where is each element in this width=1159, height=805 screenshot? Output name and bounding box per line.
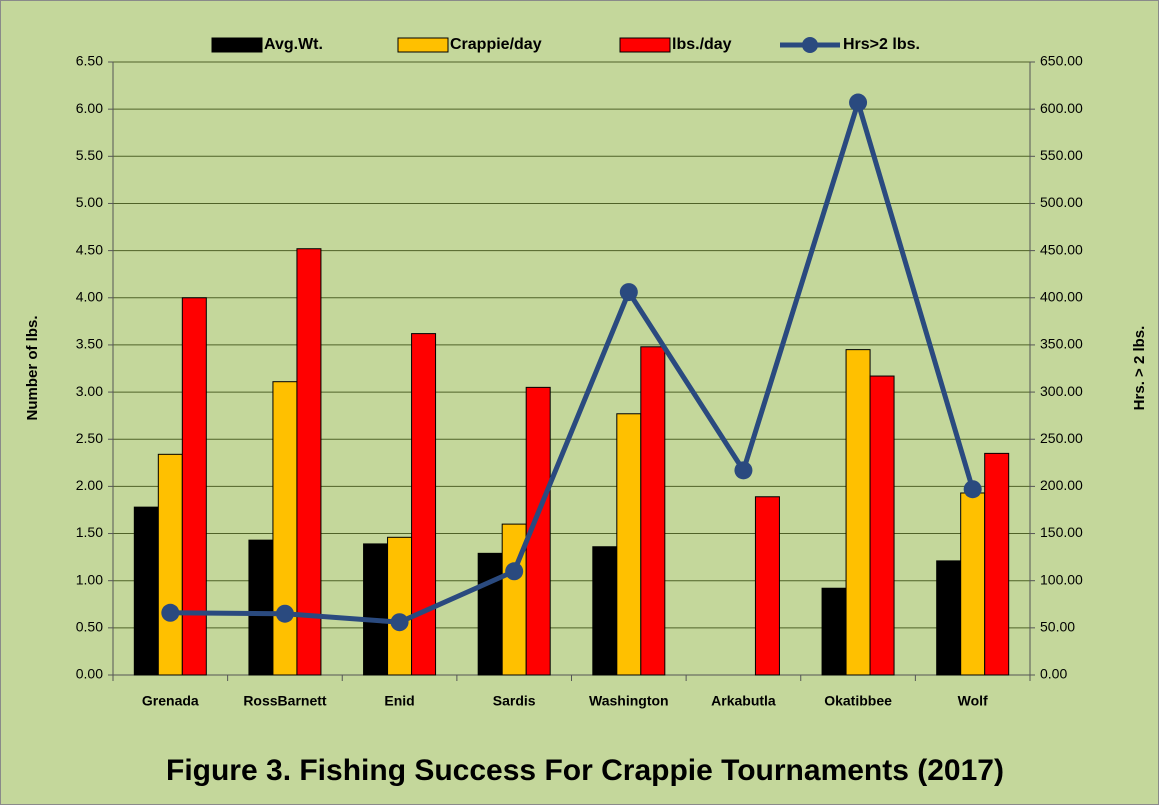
y-tick-label: 6.50 <box>76 53 103 69</box>
marker <box>161 603 180 622</box>
bar <box>248 539 274 676</box>
bar <box>387 536 413 676</box>
bar <box>272 381 298 676</box>
x-tick-label: Washington <box>589 693 669 709</box>
y2-tick-label: 150.00 <box>1040 524 1083 540</box>
y-tick-label: 5.50 <box>76 147 103 163</box>
legend-label: Crappie/day <box>450 36 542 53</box>
y-tick-label: 2.50 <box>76 430 103 446</box>
bar <box>845 349 871 676</box>
line <box>170 100 976 625</box>
bar <box>296 248 322 676</box>
legend-label: lbs./day <box>672 36 732 53</box>
y2-tick-label: 400.00 <box>1040 288 1083 304</box>
bar <box>960 492 986 676</box>
marker <box>505 562 524 581</box>
y-tick-label: 3.50 <box>76 336 103 352</box>
x-tick-label: Grenada <box>142 693 199 709</box>
y2-tick-label: 600.00 <box>1040 100 1083 116</box>
bar <box>181 297 207 676</box>
y2-tick-label: 650.00 <box>1040 53 1083 69</box>
y-tick-label: 0.00 <box>76 666 103 682</box>
y2-tick-label: 200.00 <box>1040 477 1083 493</box>
y2-tick-label: 50.00 <box>1040 619 1075 635</box>
bar <box>477 552 503 676</box>
bar <box>616 413 642 676</box>
y-tick-label: 2.00 <box>76 477 103 493</box>
marker <box>390 613 409 632</box>
y2-axis-label: Hrs. > 2 lbs. <box>1131 326 1148 411</box>
y-tick-label: 0.50 <box>76 619 103 635</box>
y-tick-label: 5.00 <box>76 194 103 210</box>
legend-swatch <box>397 37 449 53</box>
x-tick-label: Okatibbee <box>824 693 892 709</box>
marker <box>734 461 753 480</box>
marker <box>619 283 638 302</box>
bar <box>363 543 389 676</box>
bar <box>821 587 847 676</box>
legend-swatch <box>211 37 263 53</box>
marker <box>849 93 868 112</box>
legend-label: Avg.Wt. <box>264 36 323 53</box>
x-tick-label: Sardis <box>493 693 536 709</box>
y-tick-label: 4.00 <box>76 288 103 304</box>
bar <box>640 346 666 676</box>
x-tick-label: RossBarnett <box>243 693 327 709</box>
y-tick-label: 6.00 <box>76 100 103 116</box>
x-tick-label: Arkabutla <box>711 693 776 709</box>
y-tick-label: 1.00 <box>76 571 103 587</box>
bar <box>411 333 437 676</box>
x-tick-label: Wolf <box>958 693 988 709</box>
x-tick-label: Enid <box>384 693 414 709</box>
y2-tick-label: 550.00 <box>1040 147 1083 163</box>
y-axis-label: Number of lbs. <box>24 315 41 420</box>
marker <box>963 480 982 499</box>
y-tick-label: 3.00 <box>76 383 103 399</box>
y2-tick-label: 0.00 <box>1040 666 1067 682</box>
marker <box>275 604 294 623</box>
legend-swatch <box>619 37 671 53</box>
y2-tick-label: 250.00 <box>1040 430 1083 446</box>
bar <box>754 496 780 676</box>
y2-tick-label: 450.00 <box>1040 241 1083 257</box>
legend-swatch <box>802 37 818 53</box>
y2-tick-label: 300.00 <box>1040 383 1083 399</box>
bar <box>869 375 895 676</box>
y2-tick-label: 500.00 <box>1040 194 1083 210</box>
bar <box>157 453 183 676</box>
bar <box>592 546 618 676</box>
y-tick-label: 1.50 <box>76 524 103 540</box>
legend-label: Hrs>2 lbs. <box>843 36 920 53</box>
chart-title: Figure 3. Fishing Success For Crappie To… <box>166 754 1004 787</box>
bar <box>133 506 159 676</box>
bar <box>984 452 1010 676</box>
y-tick-label: 4.50 <box>76 241 103 257</box>
y2-tick-label: 350.00 <box>1040 336 1083 352</box>
y2-tick-label: 100.00 <box>1040 571 1083 587</box>
bar <box>936 560 962 676</box>
